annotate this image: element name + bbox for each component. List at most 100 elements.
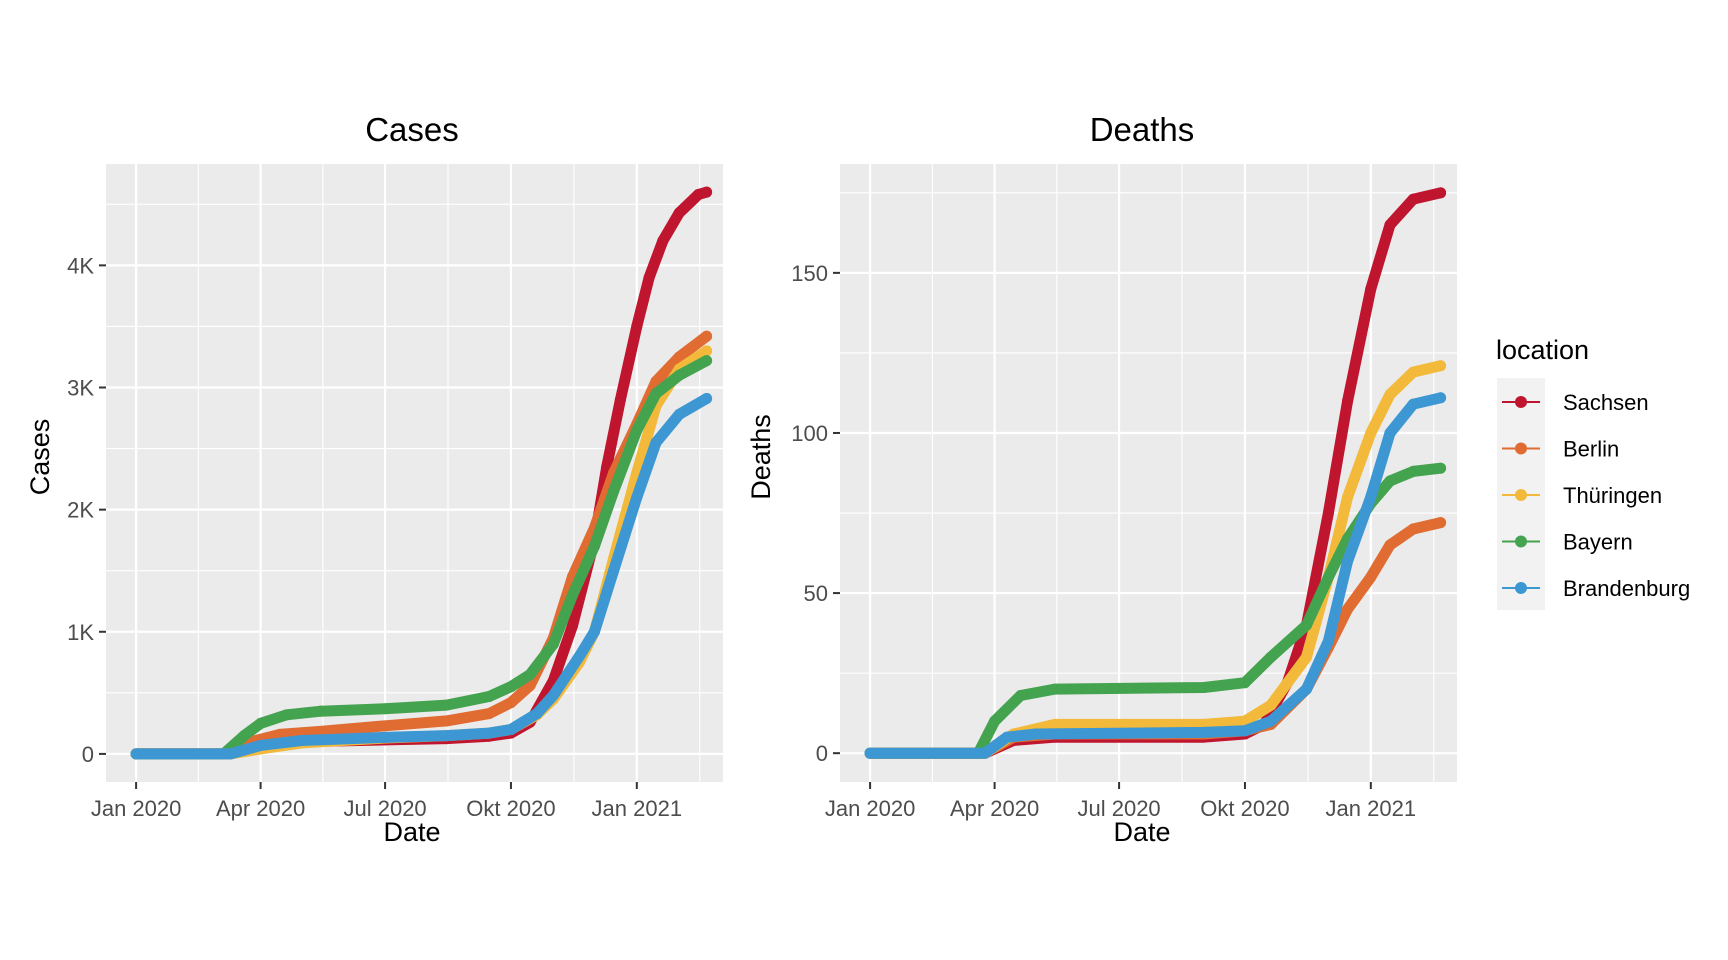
data-point [1365,427,1377,439]
data-point [1198,726,1210,738]
data-point [505,697,517,709]
data-point [1049,683,1061,695]
data-point [701,355,713,367]
data-point [588,626,600,638]
data-point [989,715,1001,727]
x-tick-label: Apr 2020 [950,796,1039,821]
data-point [1384,539,1396,551]
x-tick-label: Jan 2021 [1326,796,1417,821]
data-point [643,272,655,284]
data-point [296,734,308,746]
data-point [701,330,713,342]
y-tick-label: 4K [67,253,94,278]
data-point [315,705,327,717]
data-point [673,207,685,219]
x-axis-title: Date [1113,817,1170,847]
legend-item-bayern: Bayern [1502,530,1633,555]
data-point [315,725,327,737]
data-point [1365,571,1377,583]
data-point [1435,187,1447,199]
data-point [1239,677,1251,689]
data-point [379,720,391,732]
data-point [650,436,662,448]
data-point [1407,366,1419,378]
data-point [1435,462,1447,474]
data-point [1365,491,1377,503]
data-point [1384,389,1396,401]
legend-title: location [1496,335,1589,365]
data-point [631,424,643,436]
legend-label: Brandenburg [1563,576,1690,601]
y-tick-label: 2K [67,498,94,523]
data-point [224,748,236,760]
data-point [864,747,876,759]
data-point [1342,603,1354,615]
legend-item-thüringen: Thüringen [1502,483,1662,508]
data-point [631,320,643,332]
data-point [657,235,669,247]
x-tick-label: Okt 2020 [466,796,555,821]
data-point [1265,715,1277,727]
data-point [483,708,495,720]
data-point [255,717,267,729]
data-point [1384,475,1396,487]
data-point [505,723,517,735]
data-point [567,589,579,601]
data-point [1342,491,1354,503]
legend-key-point [1515,535,1527,548]
data-point [1407,193,1419,205]
data-point [1342,395,1354,407]
data-point [701,186,713,198]
data-point [130,748,142,760]
data-point [1239,725,1251,737]
x-tick-label: Jan 2020 [825,796,916,821]
data-point [1384,427,1396,439]
data-point [531,708,543,720]
x-tick-label: Apr 2020 [216,796,305,821]
y-tick-label: 0 [82,742,94,767]
data-point [1265,699,1277,711]
series-brandenburg [864,392,1447,759]
y-tick-label: 150 [791,261,828,286]
data-point [1030,728,1042,740]
data-point [483,727,495,739]
data-point [1342,555,1354,567]
data-point [483,691,495,703]
data-point [274,728,286,740]
data-point [1265,651,1277,663]
legend-label: Berlin [1563,437,1619,462]
data-point [441,730,453,742]
data-point [631,491,643,503]
data-point [379,703,391,715]
data-point [281,709,293,721]
x-axis-title: Date [383,817,440,847]
data-point [1301,651,1313,663]
y-tick-label: 50 [804,581,828,606]
data-point [650,388,662,400]
data-point [701,345,713,357]
legend-item-berlin: Berlin [1502,437,1619,462]
legend-item-sachsen: Sachsen [1502,390,1649,415]
y-tick-label: 100 [791,421,828,446]
data-point [673,351,685,363]
cases-chart: Cases Date Cases Jan 2020 Apr 2020 Jul 202… [25,111,723,847]
legend-key-point [1515,582,1527,594]
data-point [650,375,662,387]
data-point [1384,219,1396,231]
data-point [1301,683,1313,695]
data-point [614,394,626,406]
data-point [238,730,250,742]
y-axis-title: Deaths [746,414,776,500]
data-point [255,739,267,751]
data-point [608,565,620,577]
y-tick-label: 3K [67,376,94,401]
chart-title: Deaths [1090,111,1195,148]
data-point [379,731,391,743]
data-point [588,540,600,552]
y-tick-label: 0 [816,741,828,766]
data-point [1407,523,1419,535]
data-point [505,681,517,693]
x-tick-label: Jul 2020 [343,796,426,821]
x-tick-label: Jul 2020 [1077,796,1160,821]
